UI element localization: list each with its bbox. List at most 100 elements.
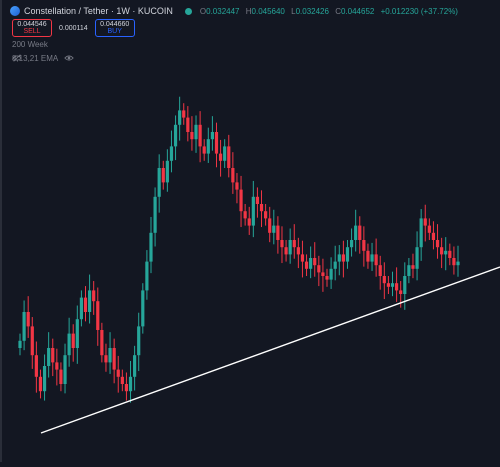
candle-body	[264, 211, 268, 219]
candle-body	[427, 225, 431, 233]
candle-body	[92, 290, 96, 302]
candle-body	[161, 168, 165, 183]
candle-body	[374, 254, 378, 266]
high-label: H	[245, 6, 252, 16]
candle-body	[325, 276, 329, 280]
candle-body	[358, 225, 362, 240]
symbol-title[interactable]: Constellation / Tether · 1W · KUCOIN	[24, 6, 173, 16]
candle-body	[71, 333, 75, 348]
indicator-200-week[interactable]: 200 Week	[12, 40, 48, 49]
eye-off-icon[interactable]	[12, 53, 22, 63]
candle-body	[382, 276, 386, 284]
candle-body	[419, 218, 423, 248]
candle-body	[133, 355, 137, 377]
change-value: +0.012230 (+37.72%)	[380, 6, 458, 16]
candle-body	[63, 355, 67, 384]
candle-body	[366, 250, 370, 262]
candle-body	[141, 290, 145, 327]
indicator-label: 8,13,21 EMA	[12, 53, 59, 63]
candle-body	[456, 261, 460, 266]
candle-body	[378, 265, 382, 276]
candle-body	[202, 146, 206, 154]
candle-body	[423, 218, 427, 226]
candle-body	[178, 110, 182, 125]
indicator-hidden-toggle[interactable]	[12, 53, 22, 63]
indicator-label: 200 Week	[12, 40, 48, 49]
candle-body	[411, 265, 415, 269]
candle-body	[218, 153, 223, 161]
candle-body	[448, 250, 452, 258]
candle-body	[243, 211, 247, 219]
candle-body	[100, 330, 104, 356]
candle-body	[214, 132, 219, 154]
candle-body	[157, 168, 161, 197]
candle-body	[137, 326, 141, 356]
candle-body	[87, 290, 92, 312]
symbol-header: Constellation / Tether · 1W · KUCOIN O0.…	[10, 4, 462, 18]
candle-body	[190, 132, 194, 140]
candle-body	[452, 258, 456, 266]
trendline[interactable]	[40, 266, 500, 434]
candle-body	[370, 254, 374, 262]
candle-body	[55, 362, 59, 370]
candle-body	[26, 312, 30, 327]
candle-body	[210, 132, 214, 140]
candle-body	[333, 261, 337, 269]
candle-body	[83, 297, 88, 312]
sell-button[interactable]: 0.044546 SELL	[12, 19, 52, 37]
candle-body	[272, 225, 276, 233]
candle-body	[124, 384, 129, 392]
trade-buttons: 0.044546 SELL 0.000114 0.044660 BUY	[12, 19, 135, 37]
candle-body	[169, 146, 174, 161]
candle-body	[128, 376, 133, 392]
candle-body	[255, 196, 260, 204]
candle-body	[198, 124, 202, 147]
chart-left-border	[0, 0, 2, 462]
candle-body	[329, 268, 333, 280]
close-label: C	[335, 6, 341, 16]
candle-body	[239, 189, 243, 212]
candle-body	[317, 265, 321, 273]
candle-body	[247, 218, 251, 226]
open-value: 0.032447	[206, 6, 240, 16]
candle-body	[18, 340, 22, 348]
candle-body	[386, 283, 391, 287]
low-label: L	[291, 6, 296, 16]
candle-body	[194, 124, 198, 140]
candle-body	[206, 139, 210, 154]
buy-price: 0.044660	[100, 21, 130, 28]
open-label: O	[199, 6, 207, 16]
candle-body	[96, 301, 100, 330]
candle-body	[309, 258, 313, 269]
candle-body	[120, 376, 124, 384]
candle-body	[79, 297, 84, 320]
candle-body	[173, 124, 178, 147]
buy-button[interactable]: 0.044660 BUY	[94, 19, 135, 37]
candle-body	[304, 261, 309, 269]
candle-body	[349, 240, 354, 248]
candle-body	[362, 240, 366, 251]
candle-body	[337, 254, 341, 262]
candle-body	[341, 254, 345, 262]
candle-body	[444, 250, 448, 255]
candle-body	[394, 283, 399, 291]
candle-body	[149, 232, 153, 262]
candle-body	[321, 272, 325, 276]
candle-body	[108, 348, 112, 363]
candle-body	[59, 369, 63, 384]
eye-icon[interactable]	[64, 53, 75, 63]
candle-body	[390, 283, 395, 287]
candle-body	[42, 366, 47, 392]
spread-value: 0.000114	[59, 24, 88, 32]
candle-body	[165, 160, 169, 183]
indicator-ema[interactable]: 8,13,21 EMA	[12, 53, 75, 63]
candle-body	[407, 265, 411, 276]
candle-body	[313, 258, 317, 266]
candle-body	[440, 247, 444, 255]
close-value: 0.044652	[340, 6, 375, 16]
candle-body	[153, 196, 157, 233]
candle-body	[51, 348, 55, 363]
candle-body	[288, 240, 292, 255]
